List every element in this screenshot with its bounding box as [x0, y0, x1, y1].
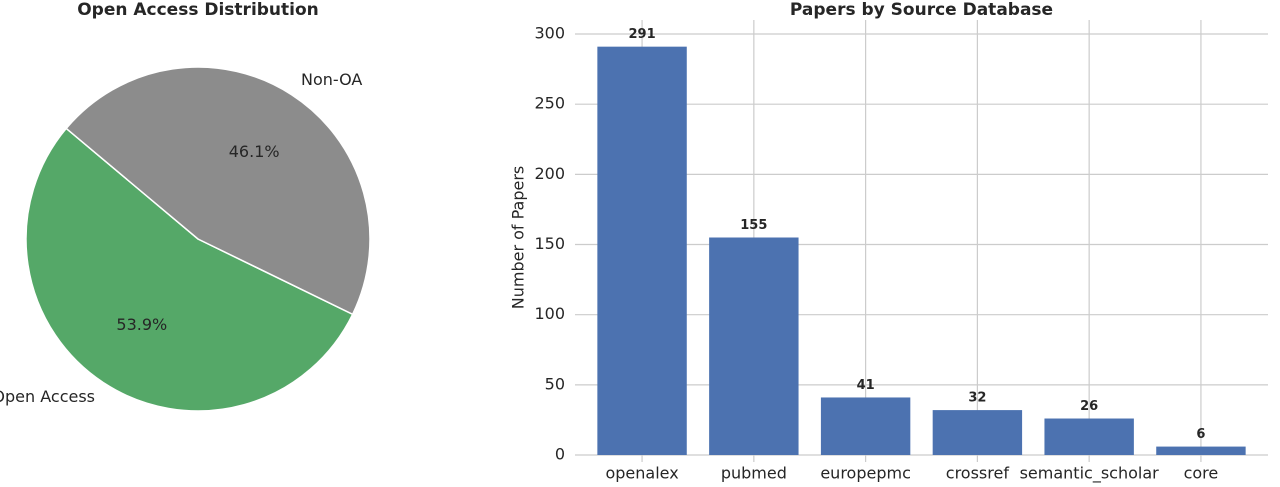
pie-slice: [65, 66, 371, 316]
value-label: 26: [1080, 399, 1098, 414]
y-tick-label: 100: [534, 304, 565, 323]
pie-slice: [25, 127, 354, 412]
value-label: 291: [628, 27, 655, 42]
slice-label: Non-OA: [301, 70, 362, 89]
y-axis-label: Number of Papers: [509, 166, 528, 310]
bar: [820, 397, 911, 455]
slice-label: Open Access: [0, 387, 95, 406]
x-tick-label: semantic_scholar: [1020, 464, 1160, 484]
bar: [932, 410, 1023, 455]
y-tick-label: 300: [534, 24, 565, 43]
value-label: 32: [968, 391, 986, 406]
y-tick-label: 150: [534, 234, 565, 253]
percent-label: 53.9%: [116, 315, 167, 334]
bar: [1044, 418, 1134, 455]
y-tick-label: 50: [545, 374, 565, 393]
bar: [1156, 446, 1246, 455]
value-label: 41: [857, 378, 875, 393]
value-label: 155: [740, 218, 767, 233]
y-tick-label: 250: [534, 94, 565, 113]
bar: [597, 46, 687, 456]
x-tick-label: pubmed: [721, 464, 787, 483]
y-tick-label: 0: [555, 445, 565, 464]
x-tick-label: core: [1184, 464, 1219, 483]
x-tick-label: crossref: [946, 464, 1010, 483]
percent-label: 46.1%: [229, 142, 280, 161]
y-tick-label: 200: [534, 164, 565, 183]
x-tick-label: openalex: [605, 464, 678, 483]
chart-title: Open Access Distribution: [77, 0, 319, 20]
value-label: 6: [1196, 427, 1205, 442]
bar: [709, 237, 799, 455]
x-tick-label: europepmc: [820, 464, 911, 483]
chart-title: Papers by Source Database: [790, 0, 1053, 20]
